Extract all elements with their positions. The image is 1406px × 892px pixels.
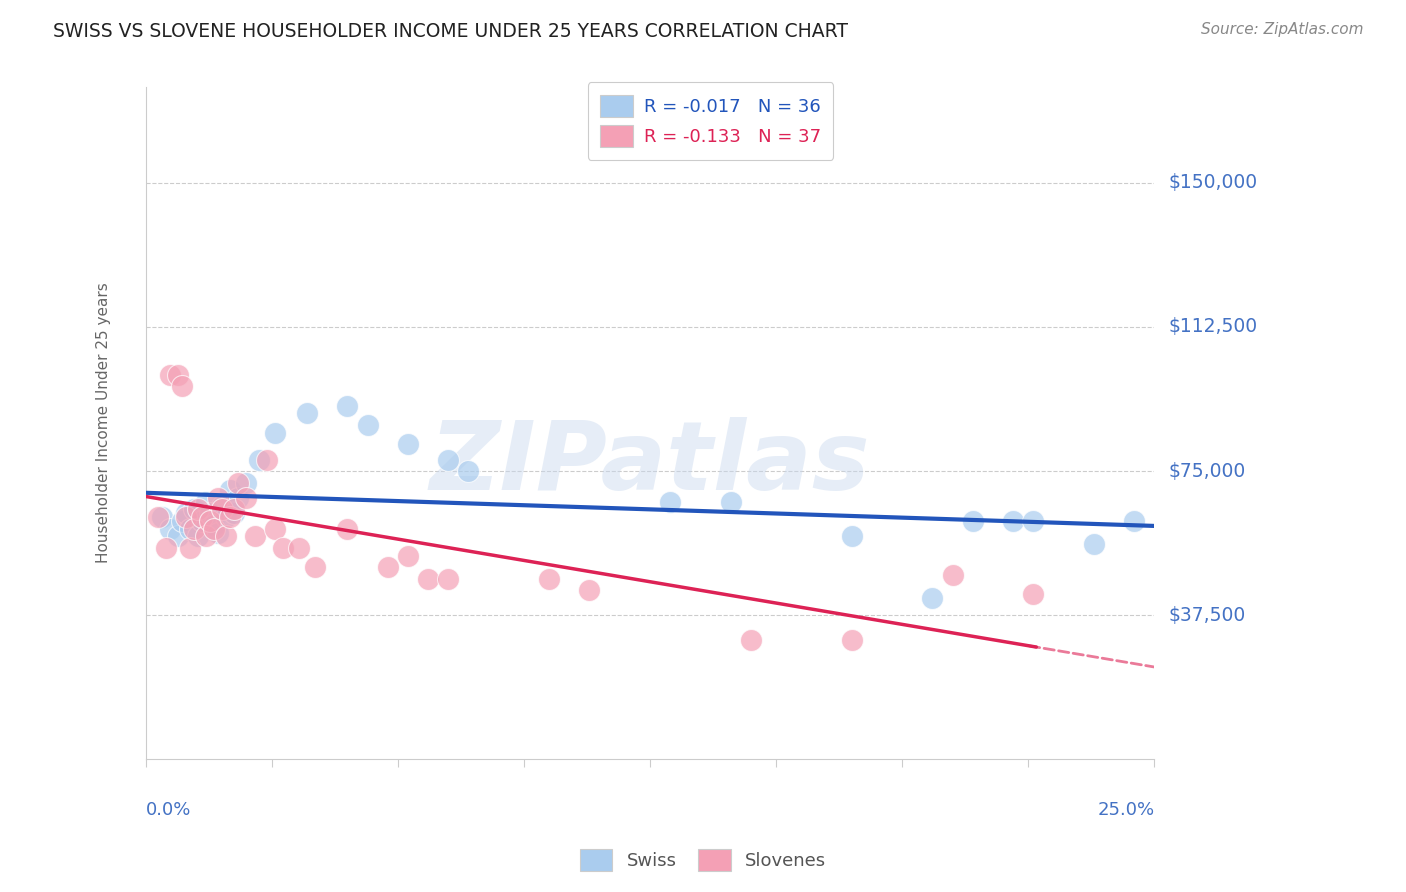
Point — [243, 529, 266, 543]
Point — [195, 495, 218, 509]
Point — [921, 591, 943, 605]
Point — [179, 541, 201, 555]
Point — [942, 567, 965, 582]
Point — [167, 529, 190, 543]
Point — [578, 583, 600, 598]
Point — [377, 560, 399, 574]
Point — [224, 506, 246, 520]
Point — [288, 541, 311, 555]
Text: $37,500: $37,500 — [1168, 606, 1246, 624]
Point — [416, 572, 439, 586]
Point — [247, 452, 270, 467]
Text: 25.0%: 25.0% — [1097, 801, 1154, 819]
Point — [170, 379, 193, 393]
Point — [356, 417, 378, 432]
Text: $112,500: $112,500 — [1168, 318, 1257, 336]
Text: Householder Income Under 25 years: Householder Income Under 25 years — [96, 283, 111, 564]
Point — [155, 541, 177, 555]
Point — [215, 529, 238, 543]
Point — [211, 499, 233, 513]
Point — [170, 514, 193, 528]
Point — [336, 522, 359, 536]
Point — [219, 483, 242, 498]
Point — [146, 510, 169, 524]
Point — [841, 529, 863, 543]
Point — [235, 475, 257, 490]
Point — [538, 572, 561, 586]
Text: Source: ZipAtlas.com: Source: ZipAtlas.com — [1201, 22, 1364, 37]
Point — [167, 368, 190, 382]
Point — [740, 633, 762, 648]
Point — [187, 529, 209, 543]
Point — [191, 510, 214, 524]
Legend: Swiss, Slovenes: Swiss, Slovenes — [572, 842, 834, 879]
Point — [159, 368, 181, 382]
Point — [1022, 587, 1045, 601]
Point — [211, 502, 233, 516]
Point — [396, 437, 419, 451]
Point — [256, 452, 278, 467]
Point — [174, 506, 197, 520]
Point — [271, 541, 294, 555]
Text: $75,000: $75,000 — [1168, 461, 1246, 481]
Point — [150, 510, 173, 524]
Point — [224, 502, 246, 516]
Point — [1123, 514, 1146, 528]
Point — [396, 549, 419, 563]
Text: $150,000: $150,000 — [1168, 173, 1257, 192]
Legend: R = -0.017   N = 36, R = -0.133   N = 37: R = -0.017 N = 36, R = -0.133 N = 37 — [588, 82, 834, 160]
Point — [304, 560, 326, 574]
Point — [336, 399, 359, 413]
Point — [659, 495, 682, 509]
Point — [720, 495, 742, 509]
Point — [179, 522, 201, 536]
Point — [235, 491, 257, 505]
Point — [228, 475, 250, 490]
Point — [198, 514, 221, 528]
Point — [207, 491, 229, 505]
Point — [159, 522, 181, 536]
Point — [841, 633, 863, 648]
Point — [174, 510, 197, 524]
Point — [263, 425, 285, 440]
Point — [962, 514, 984, 528]
Point — [219, 510, 242, 524]
Point — [437, 452, 460, 467]
Point — [437, 572, 460, 586]
Point — [295, 406, 318, 420]
Point — [202, 517, 225, 532]
Point — [195, 529, 218, 543]
Text: ZIPatlas: ZIPatlas — [430, 417, 870, 510]
Point — [207, 525, 229, 540]
Text: SWISS VS SLOVENE HOUSEHOLDER INCOME UNDER 25 YEARS CORRELATION CHART: SWISS VS SLOVENE HOUSEHOLDER INCOME UNDE… — [53, 22, 848, 41]
Text: 0.0%: 0.0% — [146, 801, 191, 819]
Point — [187, 502, 209, 516]
Point — [228, 491, 250, 505]
Point — [198, 506, 221, 520]
Point — [183, 502, 205, 516]
Point — [457, 464, 479, 478]
Point — [1002, 514, 1025, 528]
Point — [183, 522, 205, 536]
Point — [191, 514, 214, 528]
Point — [202, 522, 225, 536]
Point — [1083, 537, 1105, 551]
Point — [215, 510, 238, 524]
Point — [263, 522, 285, 536]
Point — [1022, 514, 1045, 528]
